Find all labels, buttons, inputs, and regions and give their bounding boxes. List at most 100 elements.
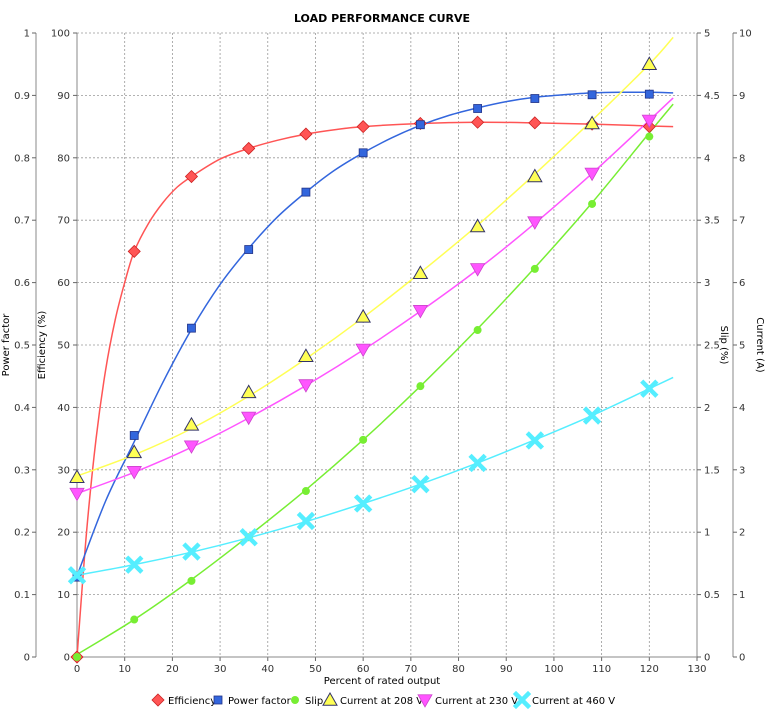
cur-tick-label: 4 bbox=[739, 403, 745, 414]
pf-tick-label: 0.5 bbox=[14, 341, 30, 352]
current-at-230-v-point bbox=[183, 440, 200, 454]
efficiency-point bbox=[184, 169, 199, 184]
cur-tick-label: 2 bbox=[739, 528, 745, 539]
pf-axis-title: Power factor bbox=[1, 313, 12, 377]
slip-tick-label: 4 bbox=[704, 153, 710, 164]
current-at-230-v-point bbox=[412, 305, 429, 319]
power-factor-point bbox=[301, 187, 311, 197]
cur-tick-label: 5 bbox=[739, 341, 745, 352]
x-axis-label: Percent of rated output bbox=[324, 676, 441, 687]
slip-point bbox=[187, 576, 196, 585]
eff-tick-label: 70 bbox=[57, 216, 70, 227]
legend: Efficiency Power factor Slip Current at 208… bbox=[151, 690, 615, 710]
efficiency-point bbox=[127, 244, 141, 258]
slip-tick-label: 2.5 bbox=[704, 341, 720, 352]
current-at-460-v-point bbox=[67, 566, 87, 585]
legend-marker-current-at-460-v bbox=[512, 690, 532, 710]
legend-marker-power-factor bbox=[213, 695, 223, 705]
chart-title: LOAD PERFORMANCE CURVE bbox=[294, 12, 470, 25]
current-at-208-v-point bbox=[240, 384, 257, 399]
cur-tick-label: 9 bbox=[739, 91, 745, 102]
slip-point bbox=[73, 653, 81, 661]
current-at-208-v-point bbox=[469, 218, 486, 233]
slip-tick-label: 3.5 bbox=[704, 216, 720, 227]
power-factor-curve bbox=[76, 91, 674, 577]
legend-marker-efficiency bbox=[151, 693, 165, 707]
eff-tick-label: 30 bbox=[57, 465, 70, 476]
pf-tick-label: 0.6 bbox=[14, 278, 30, 289]
x-tick-label: 130 bbox=[687, 664, 706, 675]
power-factor-point bbox=[415, 120, 425, 130]
legend-label-current-at-460-v: Current at 460 V bbox=[532, 696, 615, 707]
eff-tick-label: 100 bbox=[51, 29, 70, 40]
x-tick-label: 20 bbox=[166, 664, 179, 675]
current-at-208-v-point bbox=[183, 416, 200, 431]
pf-tick-label: 0.2 bbox=[14, 528, 30, 539]
current-at-460-v-point bbox=[411, 474, 430, 494]
legend-label-current-at-208-v: Current at 208 V bbox=[340, 696, 423, 707]
eff-tick-label: 90 bbox=[57, 91, 70, 102]
x-tick-label: 100 bbox=[544, 664, 563, 675]
legend-label-power-factor: Power factor bbox=[228, 696, 292, 707]
legend-marker-current-at-208-v bbox=[322, 691, 338, 706]
slip-point bbox=[588, 199, 597, 208]
current-at-230-v-point bbox=[584, 167, 600, 182]
current-at-230-v-point bbox=[126, 466, 142, 480]
x-tick-label: 60 bbox=[357, 664, 370, 675]
current-at-460-v-point bbox=[468, 453, 487, 473]
slip-tick-label: 0.5 bbox=[704, 590, 720, 601]
pf-tick-label: 1 bbox=[24, 29, 30, 40]
current-at-208-v-point bbox=[641, 56, 658, 70]
slip-point bbox=[473, 326, 482, 335]
x-tick-label: 90 bbox=[500, 664, 513, 675]
efficiency-curve bbox=[76, 121, 674, 658]
legend-label-slip: Slip bbox=[305, 696, 323, 707]
slip-tick-label: 1 bbox=[704, 528, 710, 539]
current-at-460-v-point bbox=[182, 542, 201, 561]
pf-tick-label: 0.1 bbox=[14, 590, 30, 601]
current-at-460-v-point bbox=[125, 555, 144, 574]
slip-tick-label: 2 bbox=[704, 403, 710, 414]
eff-tick-label: 10 bbox=[57, 590, 70, 601]
slip-axis-title: Slip (%) bbox=[718, 326, 729, 365]
current-at-208-v-point bbox=[526, 168, 543, 183]
current-at-208-v-point bbox=[355, 308, 372, 323]
current-at-208-v-point bbox=[412, 265, 429, 279]
pf-tick-label: 0.3 bbox=[14, 465, 30, 476]
slip-point bbox=[645, 132, 654, 141]
current-at-230-v-point bbox=[469, 263, 486, 277]
current-at-460-v-point bbox=[525, 431, 545, 450]
current-at-460-v-point bbox=[582, 406, 602, 425]
power-factor-point bbox=[358, 148, 368, 158]
slip-tick-label: 3 bbox=[704, 278, 710, 289]
current-at-230-v-point bbox=[355, 343, 371, 358]
cur-tick-label: 3 bbox=[739, 465, 745, 476]
x-tick-label: 0 bbox=[74, 664, 80, 675]
current-at-460-v-point bbox=[296, 511, 316, 531]
current-at-230-v-point bbox=[527, 216, 543, 230]
current-at-230-v-point bbox=[241, 411, 257, 426]
x-tick-label: 50 bbox=[309, 664, 322, 675]
eff-tick-label: 0 bbox=[64, 653, 70, 664]
current-at-460-v-point bbox=[353, 494, 373, 513]
axes: 0 10 20 30 40 50 60 70 80 90 100 110 120 13000.10.20.… bbox=[1, 29, 765, 676]
efficiency-point bbox=[471, 115, 485, 129]
series-markers bbox=[67, 56, 659, 664]
current-at-460-v-point bbox=[239, 528, 258, 547]
current-at-208-v-point bbox=[584, 115, 600, 130]
pf-tick-label: 0.7 bbox=[14, 216, 30, 227]
current-at-208-v-point bbox=[69, 469, 85, 484]
x-tick-label: 30 bbox=[214, 664, 227, 675]
slip-point bbox=[130, 615, 139, 624]
current-at-208-v-point bbox=[298, 348, 314, 362]
x-tick-label: 120 bbox=[640, 664, 659, 675]
slip-point bbox=[359, 435, 368, 444]
efficiency-point bbox=[528, 116, 542, 130]
pf-tick-label: 0.4 bbox=[14, 403, 30, 414]
x-tick-label: 70 bbox=[404, 664, 417, 675]
current-at-460-v-point bbox=[640, 379, 659, 398]
eff-tick-label: 80 bbox=[57, 153, 70, 164]
legend-label-current-at-230-v: Current at 230 V bbox=[435, 696, 518, 707]
legend-marker-slip bbox=[291, 696, 299, 704]
efficiency-point bbox=[356, 120, 370, 134]
